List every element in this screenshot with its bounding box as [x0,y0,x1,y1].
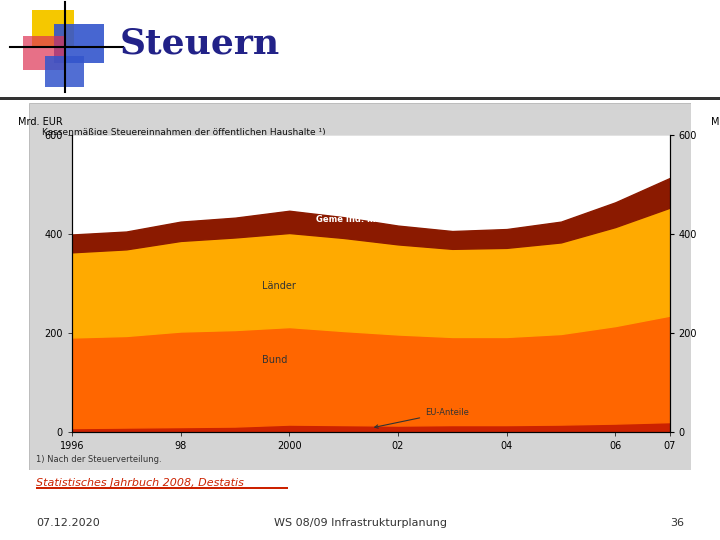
FancyBboxPatch shape [0,97,720,100]
FancyBboxPatch shape [55,24,104,63]
FancyBboxPatch shape [36,487,288,489]
FancyBboxPatch shape [23,36,65,70]
Text: Kassenmäßige Steuereinnahmen der öffentlichen Haushalte ¹): Kassenmäßige Steuereinnahmen der öffentl… [42,129,325,137]
Text: Mrd. EUR: Mrd. EUR [18,117,63,127]
Text: EU-Anteile: EU-Anteile [374,408,469,428]
Text: Länder: Länder [262,281,296,291]
FancyBboxPatch shape [29,103,691,470]
Text: Mrd. EUR: Mrd. EUR [711,117,720,127]
Text: WS 08/09 Infrastrukturplanung: WS 08/09 Infrastrukturplanung [274,518,446,529]
Text: 07.12.2020: 07.12.2020 [36,518,100,529]
Text: Statistisches Jahrbuch 2008, Destatis: Statistisches Jahrbuch 2008, Destatis [36,478,244,488]
Text: Bund: Bund [262,355,287,365]
FancyBboxPatch shape [32,10,74,46]
Text: 36: 36 [670,518,684,529]
Text: 1) Nach der Steuerverteilung.: 1) Nach der Steuerverteilung. [36,455,161,464]
Text: Steuern: Steuern [120,27,280,60]
Text: Geme ind. mfS: Geme ind. mfS [317,214,386,224]
FancyBboxPatch shape [45,56,84,87]
